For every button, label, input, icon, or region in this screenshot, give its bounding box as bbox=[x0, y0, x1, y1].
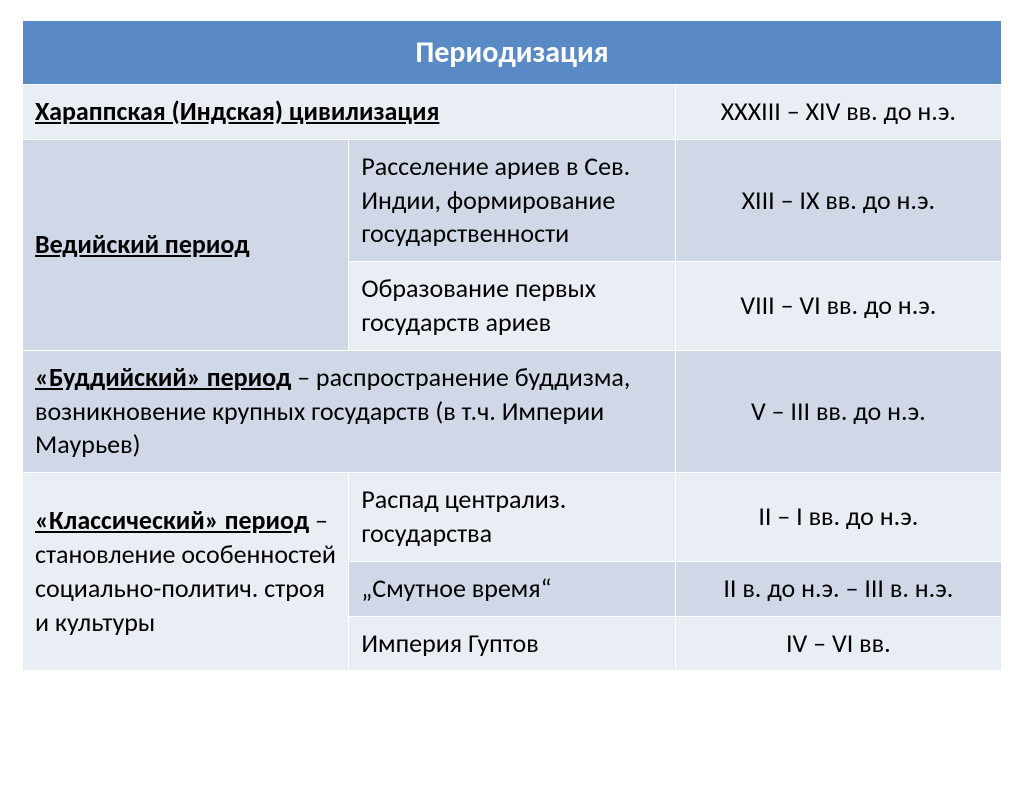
table-row: «Классический» период – становление особ… bbox=[23, 473, 1002, 562]
period-date: XXXIII – XIV вв. до н.э. bbox=[675, 85, 1001, 140]
period-description: Образование первых государств ариев bbox=[349, 262, 675, 351]
period-date: XIII – IX вв. до н.э. bbox=[675, 139, 1001, 261]
table-header: Периодизация bbox=[23, 21, 1002, 85]
periodization-table: ПериодизацияХараппская (Индская) цивилиз… bbox=[22, 20, 1002, 671]
period-label: «Буддийский» период – распространение бу… bbox=[23, 350, 676, 472]
period-label: Хараппская (Индская) цивилизация bbox=[23, 85, 676, 140]
period-label: Ведийский период bbox=[23, 139, 349, 350]
period-description: Распад централиз. государства bbox=[349, 473, 675, 562]
period-date: VIII – VI вв. до н.э. bbox=[675, 262, 1001, 351]
period-description: Империя Гуптов bbox=[349, 616, 675, 671]
table-row: Ведийский периодРасселение ариев в Сев. … bbox=[23, 139, 1002, 261]
period-description: „Смутное время“ bbox=[349, 561, 675, 616]
periodization-table-container: ПериодизацияХараппская (Индская) цивилиз… bbox=[22, 20, 1002, 671]
period-label: «Классический» период – становление особ… bbox=[23, 473, 349, 671]
period-date: II – I вв. до н.э. bbox=[675, 473, 1001, 562]
period-date: V – III вв. до н.э. bbox=[675, 350, 1001, 472]
period-date: II в. до н.э. – III в. н.э. bbox=[675, 561, 1001, 616]
table-row: «Буддийский» период – распространение бу… bbox=[23, 350, 1002, 472]
period-date: IV – VI вв. bbox=[675, 616, 1001, 671]
table-row: Хараппская (Индская) цивилизацияXXXIII –… bbox=[23, 85, 1002, 140]
period-description: Расселение ариев в Сев. Индии, формирова… bbox=[349, 139, 675, 261]
